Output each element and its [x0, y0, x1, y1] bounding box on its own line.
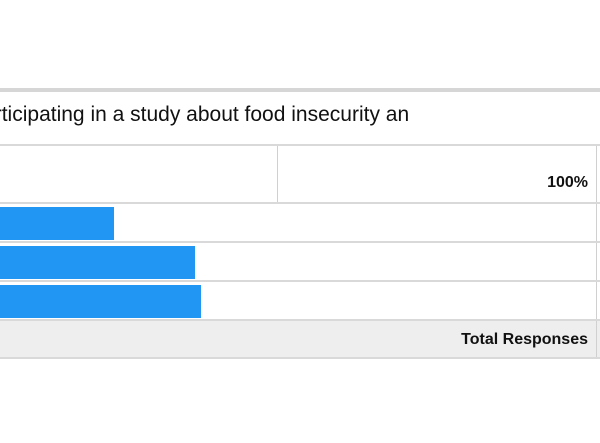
row-right-divider	[596, 243, 597, 280]
row-right-divider	[596, 321, 597, 357]
response-bar-3	[0, 285, 201, 318]
footer-row: Total Responses	[0, 321, 600, 359]
response-bar-2	[0, 246, 195, 279]
response-bar-1	[0, 207, 114, 240]
row-right-divider	[596, 204, 597, 241]
total-responses-label: Total Responses	[461, 331, 588, 348]
table-row	[0, 243, 600, 282]
table-top-rule	[0, 88, 600, 92]
table-row	[0, 282, 600, 321]
row-right-divider	[596, 282, 597, 319]
header-column-divider	[277, 146, 278, 202]
header-row: 100%	[0, 144, 600, 204]
header-right-divider	[596, 146, 597, 202]
question-row: be in participating in a study about foo…	[0, 92, 600, 144]
question-text: be in participating in a study about foo…	[0, 103, 410, 126]
header-percent-label: 100%	[547, 174, 588, 191]
table-row	[0, 204, 600, 243]
